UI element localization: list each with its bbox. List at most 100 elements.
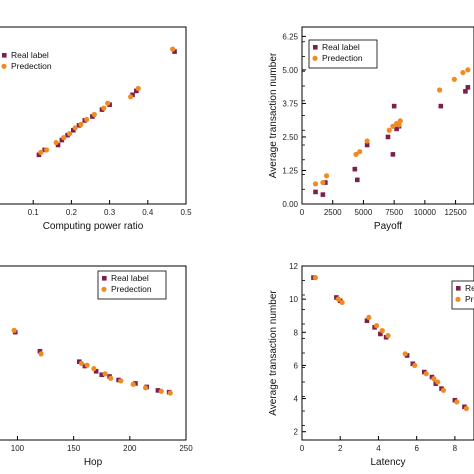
x-tick-label: 6 bbox=[414, 444, 419, 453]
data-point-predection bbox=[142, 385, 149, 391]
y-tick-label: 3.75 bbox=[282, 99, 298, 108]
legend-marker-predection bbox=[312, 55, 318, 61]
data-point-predection bbox=[390, 123, 396, 129]
data-point-predection bbox=[435, 379, 441, 385]
data-point-predection bbox=[53, 139, 59, 146]
data-point-predection bbox=[440, 387, 447, 393]
data-point-real bbox=[378, 331, 383, 337]
data-point-predection bbox=[101, 105, 107, 111]
data-point-predection bbox=[312, 275, 318, 281]
legend-marker-predection bbox=[1, 63, 7, 69]
data-point-predection bbox=[431, 376, 437, 382]
data-point-real bbox=[394, 126, 399, 132]
x-tick-label: 0.3 bbox=[104, 208, 116, 217]
data-point-predection bbox=[451, 76, 457, 82]
data-point-predection bbox=[11, 327, 17, 333]
legend-label: Real label bbox=[322, 42, 360, 52]
data-point-predection bbox=[460, 69, 466, 76]
data-point-real bbox=[99, 372, 105, 378]
plot-frame bbox=[301, 265, 474, 441]
y-tick-label: 2.50 bbox=[282, 133, 298, 142]
data-point-real bbox=[438, 103, 444, 109]
data-point-predection bbox=[61, 135, 67, 141]
data-point-real bbox=[352, 166, 358, 172]
legend-label: Predection bbox=[111, 284, 152, 294]
y-tick-label: 6 bbox=[294, 361, 299, 370]
data-point-predection bbox=[396, 122, 402, 128]
legend-marker-real bbox=[102, 276, 107, 281]
data-point-predection bbox=[66, 131, 73, 137]
series-predection bbox=[312, 275, 469, 412]
x-tick-label: 7500 bbox=[385, 208, 403, 217]
data-point-predection bbox=[385, 333, 391, 339]
data-point-real bbox=[385, 134, 391, 140]
data-point-real bbox=[155, 388, 161, 393]
x-tick-label: 200 bbox=[123, 444, 137, 453]
data-point-real bbox=[354, 177, 360, 183]
data-point-predection bbox=[323, 173, 330, 179]
legend-box bbox=[97, 270, 167, 300]
data-point-real bbox=[130, 92, 135, 98]
data-point-real bbox=[364, 142, 370, 148]
y-axis-label: Average transaction number bbox=[268, 290, 279, 416]
data-point-predection bbox=[135, 85, 141, 92]
data-point-real bbox=[391, 103, 397, 109]
data-point-predection bbox=[78, 360, 85, 367]
data-point-predection bbox=[339, 299, 345, 306]
x-tick-label: 0.2 bbox=[66, 208, 78, 217]
data-point-real bbox=[93, 368, 99, 374]
y-tick-label: 8 bbox=[294, 328, 299, 337]
data-point-predection bbox=[167, 390, 173, 396]
data-point-predection bbox=[357, 149, 363, 155]
data-point-real bbox=[71, 127, 76, 133]
x-axis-label: Hop bbox=[84, 457, 103, 468]
data-point-real bbox=[364, 318, 370, 323]
y-tick-label: 2 bbox=[294, 428, 299, 437]
x-tick-label: 12500 bbox=[444, 208, 467, 217]
x-tick-label: 150 bbox=[67, 444, 81, 453]
data-point-real bbox=[76, 359, 82, 364]
x-tick-label: 0.5 bbox=[180, 208, 192, 217]
chart-panel-2: 0 2500 5000 7500 10000 12500 0.00 1.25 2.50 3.75 5… bbox=[268, 26, 474, 232]
data-point-predection bbox=[78, 121, 84, 127]
data-point-real bbox=[90, 114, 95, 119]
legend-marker-real bbox=[456, 286, 461, 291]
data-point-predection bbox=[465, 67, 471, 73]
x-tick-label: 100 bbox=[11, 444, 25, 453]
legend-marker-real bbox=[2, 53, 7, 58]
x-tick-label: 0.1 bbox=[28, 208, 40, 217]
legend-label: Predection bbox=[465, 294, 474, 304]
data-point-predection bbox=[463, 405, 469, 412]
x-tick-label: 4 bbox=[376, 444, 381, 453]
data-point-predection bbox=[158, 388, 164, 394]
legend-box bbox=[308, 39, 378, 69]
data-point-predection bbox=[108, 375, 114, 381]
data-point-predection bbox=[386, 127, 392, 133]
data-point-real bbox=[390, 152, 396, 157]
data-point-real bbox=[172, 49, 177, 54]
data-point-predection bbox=[423, 371, 429, 377]
data-point-predection bbox=[379, 328, 385, 334]
data-point-predection bbox=[366, 314, 372, 320]
data-point-predection bbox=[91, 366, 97, 372]
data-point-real bbox=[465, 85, 471, 90]
plot-frame bbox=[0, 26, 187, 205]
y-tick-label: 10 bbox=[289, 295, 298, 304]
data-point-predection bbox=[454, 399, 460, 405]
x-tick-label: 0.4 bbox=[142, 208, 154, 217]
legend-label: Real label bbox=[111, 273, 149, 283]
x-tick-label: 0 bbox=[300, 208, 305, 217]
legend-marker-predection bbox=[455, 296, 461, 302]
plot-frame bbox=[0, 265, 187, 441]
series-predection bbox=[38, 46, 176, 155]
legend-marker-predection bbox=[101, 286, 107, 292]
data-point-real bbox=[55, 142, 61, 148]
x-tick-label: 8 bbox=[453, 444, 458, 453]
series-real-label bbox=[313, 85, 471, 197]
chart-panel-1: 0.1 0.2 0.3 0.4 0.5 Computing power ratio Real… bbox=[0, 26, 192, 232]
data-point-predection bbox=[170, 46, 176, 52]
